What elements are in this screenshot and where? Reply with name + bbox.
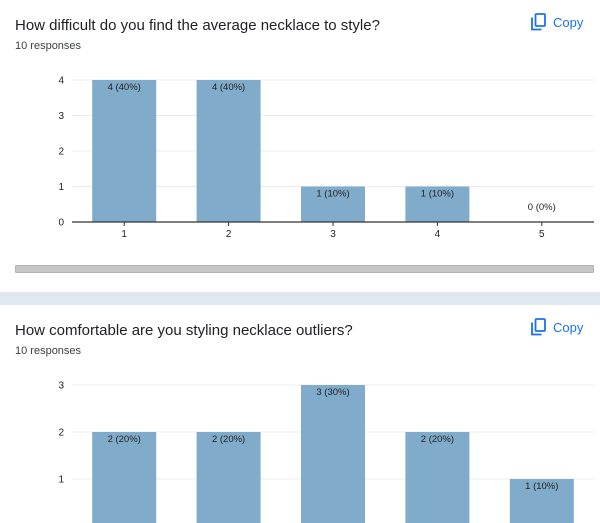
y-tick-label: 3 bbox=[58, 111, 64, 122]
y-tick-label: 2 bbox=[58, 147, 64, 158]
copy-icon bbox=[531, 13, 546, 31]
bar bbox=[509, 479, 574, 523]
bar-data-label: 2 (20%) bbox=[212, 434, 245, 445]
bar bbox=[405, 186, 470, 222]
copy-icon bbox=[531, 318, 546, 336]
bar-data-label: 1 (10%) bbox=[316, 189, 349, 200]
copy-button[interactable]: Copy bbox=[531, 13, 583, 31]
bar-data-label: 1 (10%) bbox=[525, 481, 558, 492]
y-tick-label: 1 bbox=[58, 182, 64, 193]
question-card: How comfortable are you styling necklace… bbox=[0, 305, 600, 523]
section-divider bbox=[0, 292, 600, 305]
bar-chart: 1 2 3 2 (20%) 2 (20%) 3 (30%) 2 (20%) 1 (10%) bbox=[58, 381, 594, 523]
bar-data-label: 2 (20%) bbox=[421, 434, 454, 445]
x-tick-label: 5 bbox=[539, 229, 545, 240]
bar-data-label: 0 (0%) bbox=[528, 202, 556, 213]
bar-data-label: 3 (30%) bbox=[316, 387, 349, 398]
bar bbox=[92, 80, 157, 222]
y-tick-label: 3 bbox=[58, 381, 64, 392]
x-tick-label: 2 bbox=[226, 229, 232, 240]
horizontal-scrollbar[interactable] bbox=[15, 265, 594, 273]
bar bbox=[301, 385, 365, 523]
question-title: How difficult do you find the average ne… bbox=[15, 17, 380, 34]
bar-data-label: 1 (10%) bbox=[421, 189, 454, 200]
bar-chart: 0 1 2 3 4 4 (40%) 1 4 (40%) 2 1 (10%) 3 1 (10%) 4 0 (… bbox=[58, 76, 594, 240]
y-tick-label: 4 bbox=[58, 76, 64, 87]
response-count: 10 responses bbox=[15, 345, 82, 357]
question-title: How comfortable are you styling necklace… bbox=[15, 322, 353, 339]
bar bbox=[301, 186, 365, 222]
bar bbox=[92, 432, 157, 523]
bar-data-label: 4 (40%) bbox=[212, 82, 245, 93]
copy-label: Copy bbox=[553, 14, 584, 30]
x-tick-label: 1 bbox=[121, 229, 127, 240]
bar-data-label: 2 (20%) bbox=[108, 434, 141, 445]
bar bbox=[405, 432, 470, 523]
x-tick-label: 4 bbox=[435, 229, 441, 240]
y-tick-label: 2 bbox=[58, 428, 64, 439]
y-tick-label: 1 bbox=[58, 475, 64, 486]
copy-label: Copy bbox=[553, 319, 584, 335]
y-tick-label: 0 bbox=[58, 218, 64, 229]
x-tick-label: 3 bbox=[330, 229, 336, 240]
copy-button[interactable]: Copy bbox=[531, 318, 583, 336]
bar bbox=[196, 80, 261, 222]
response-count: 10 responses bbox=[15, 40, 82, 52]
bar-data-label: 4 (40%) bbox=[108, 82, 141, 93]
question-card: How difficult do you find the average ne… bbox=[15, 13, 594, 273]
bar bbox=[196, 432, 261, 523]
